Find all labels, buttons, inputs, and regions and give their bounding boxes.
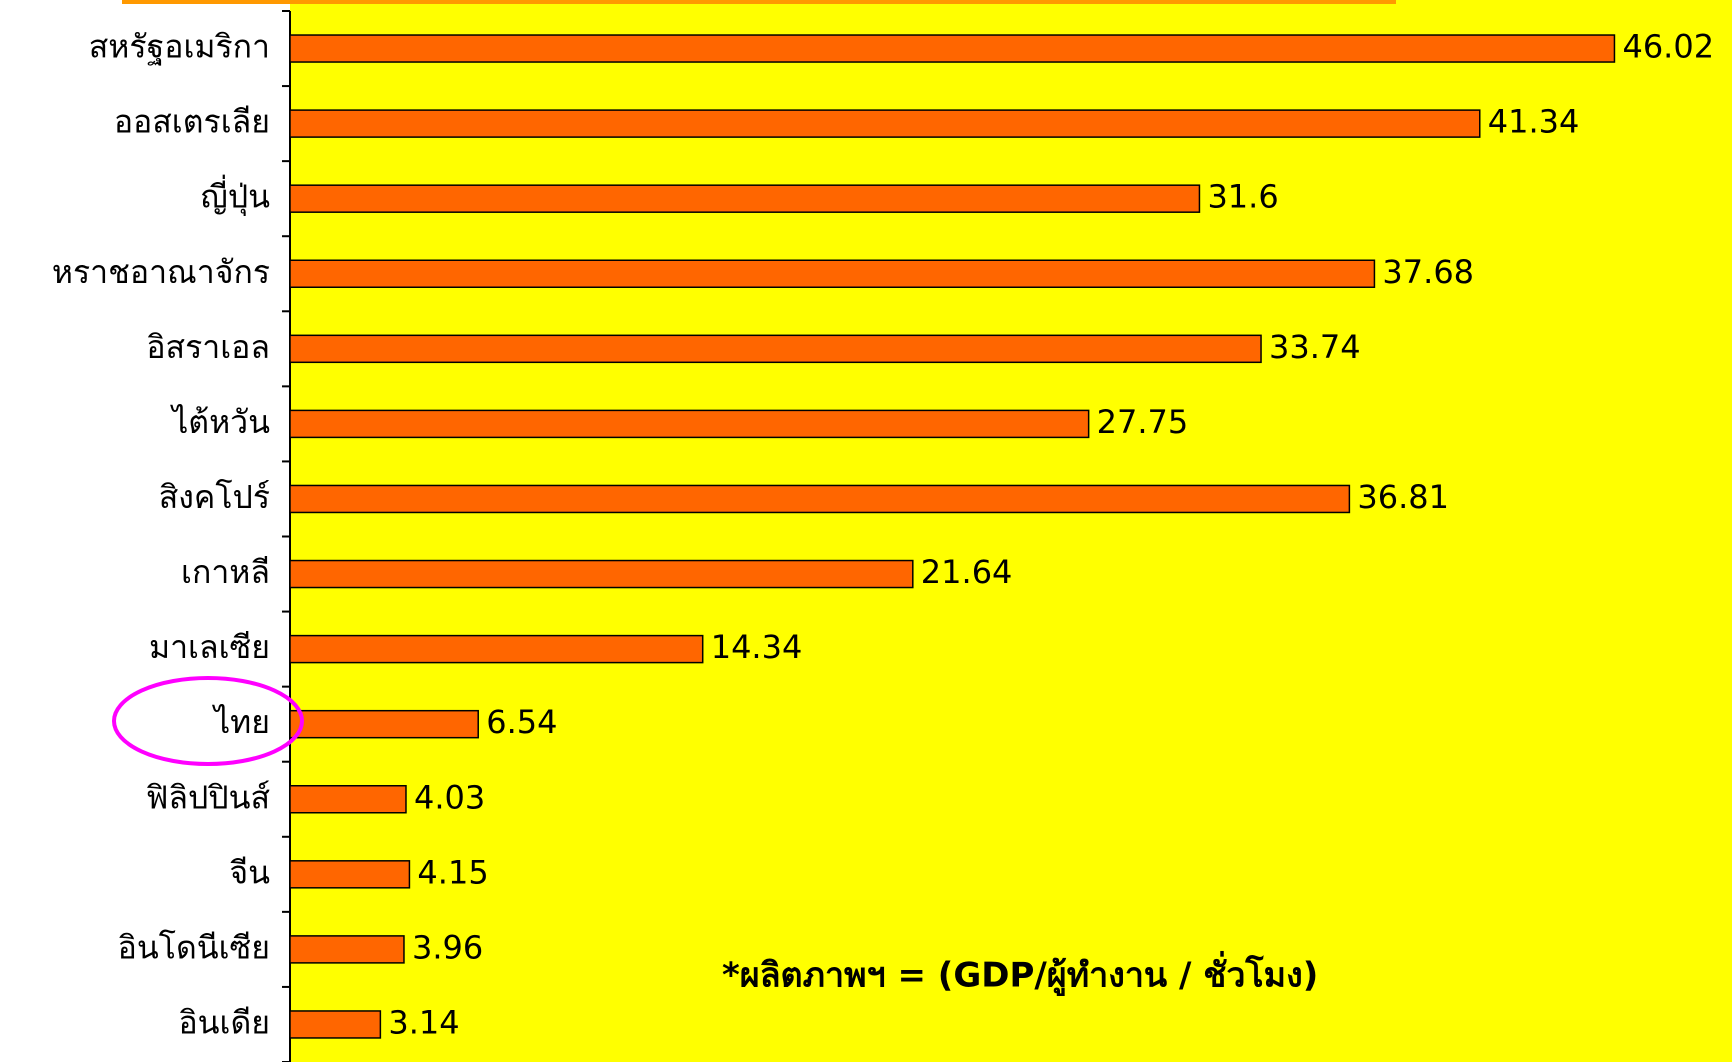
chart: *ผลิตภาพฯ = (GDP/ผู้ทำงาน / ชั่วโมง) สหร… [0,0,1732,1062]
value-label: 14.34 [711,628,803,666]
highlight-ellipse [114,678,302,764]
y-tick-label: ออสเตรเลีย [114,103,270,141]
value-label: 4.15 [417,853,488,891]
y-tick-label: หราชอาณาจักร [52,253,270,291]
value-label: 27.75 [1097,403,1189,441]
value-label: 3.14 [388,1003,459,1041]
bar [290,35,1614,62]
value-label: 33.74 [1269,328,1361,366]
y-tick-label: ไต้หวัน [169,403,270,441]
value-label: 37.68 [1382,253,1474,291]
y-tick-label: ไทย [211,703,270,741]
value-label: 31.6 [1207,178,1278,216]
y-tick-label: ฟิลิปปินส์ [146,778,270,816]
value-label: 46.02 [1622,28,1714,66]
bar [290,561,913,588]
bar [290,1011,380,1038]
bar [290,936,404,963]
bar [290,410,1089,437]
bar [290,786,406,813]
bar [290,260,1374,287]
y-tick-label: ญี่ปุ่น [201,175,271,217]
y-tick-label: อิสราเอล [146,328,270,366]
value-label: 41.34 [1488,103,1580,141]
bar [290,711,478,738]
bar [290,636,703,663]
value-label: 21.64 [921,553,1013,591]
y-tick-label: อินโดนีเซีย [118,928,270,966]
bar [290,110,1480,137]
y-tick-label: เกาหลี [181,553,270,591]
bar [290,861,409,888]
annotation: *ผลิตภาพฯ = (GDP/ผู้ทำงาน / ชั่วโมง) [722,951,1318,997]
bar [290,335,1261,362]
bar [290,185,1199,212]
y-tick-label: สิงคโปร์ [159,478,270,516]
value-label: 3.96 [412,928,483,966]
y-tick-label: สหรัฐอเมริกา [89,28,270,67]
plot-background [290,0,1732,1062]
value-label: 4.03 [414,778,485,816]
bar [290,485,1349,512]
y-tick-label: มาเลเซีย [149,628,270,666]
value-label: 36.81 [1357,478,1449,516]
y-tick-label: อินเดีย [178,1003,270,1041]
value-label: 6.54 [486,703,557,741]
y-tick-label: จีน [229,853,270,891]
